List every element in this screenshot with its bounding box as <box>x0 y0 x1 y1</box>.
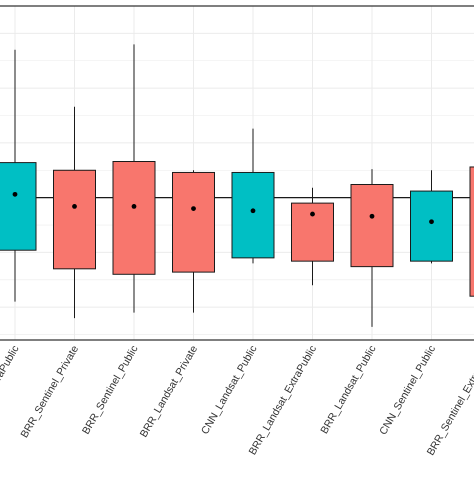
mean-point <box>12 191 18 197</box>
box-group <box>172 170 215 313</box>
box-group <box>231 128 275 264</box>
box-group <box>410 170 453 264</box>
box-group <box>112 44 156 313</box>
box-group <box>291 187 334 286</box>
mean-point <box>191 206 196 211</box>
box-body <box>350 183 394 268</box>
box-body <box>231 171 275 259</box>
mean-point <box>369 213 375 219</box>
box-body <box>53 169 96 270</box>
box-body <box>0 162 37 251</box>
box-group <box>350 169 394 327</box>
box-body <box>112 161 156 275</box>
box-group <box>53 106 96 319</box>
box-body <box>469 166 474 297</box>
mean-point <box>72 204 77 209</box>
mean-point <box>250 208 256 214</box>
box-body <box>410 190 453 262</box>
box-group <box>0 49 37 302</box>
mean-point <box>310 211 315 217</box>
mean-point <box>429 219 434 225</box>
box-body <box>172 171 215 273</box>
box-group <box>469 166 474 297</box>
boxes-layer <box>0 44 474 327</box>
mean-point <box>131 204 137 209</box>
